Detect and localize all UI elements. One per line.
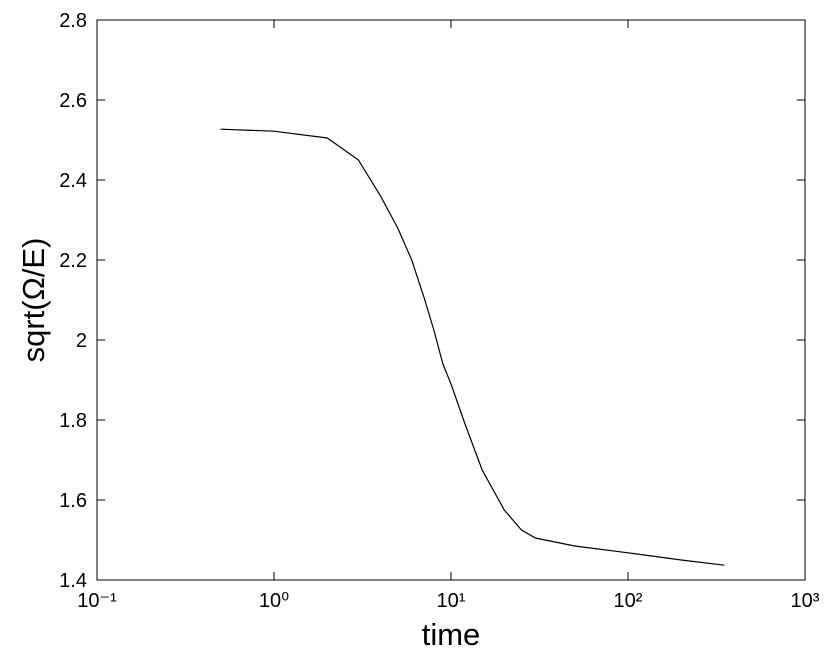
y-axis-label: sqrt(Ω/E) [16,238,51,363]
y-tick-label: 2.8 [59,10,87,32]
y-tick-label: 1.4 [59,570,87,592]
data-line [220,128,725,566]
x-tick-label: 10⁻¹ [77,590,117,612]
y-tick-label: 2 [76,330,87,352]
y-tick-label: 2.4 [59,170,87,192]
y-tick-label: 2.6 [59,90,87,112]
plot-frame [96,19,806,581]
x-tick-label: 10³ [791,590,820,612]
x-tick-label: 10² [614,590,643,612]
x-tick-label: 10¹ [437,590,466,612]
y-tick-label: 1.8 [59,410,87,432]
x-axis-label: time [422,617,481,652]
x-tick-label: 10⁰ [259,590,289,612]
y-tick-label: 2.2 [59,250,87,272]
y-tick-label: 1.6 [59,490,87,512]
